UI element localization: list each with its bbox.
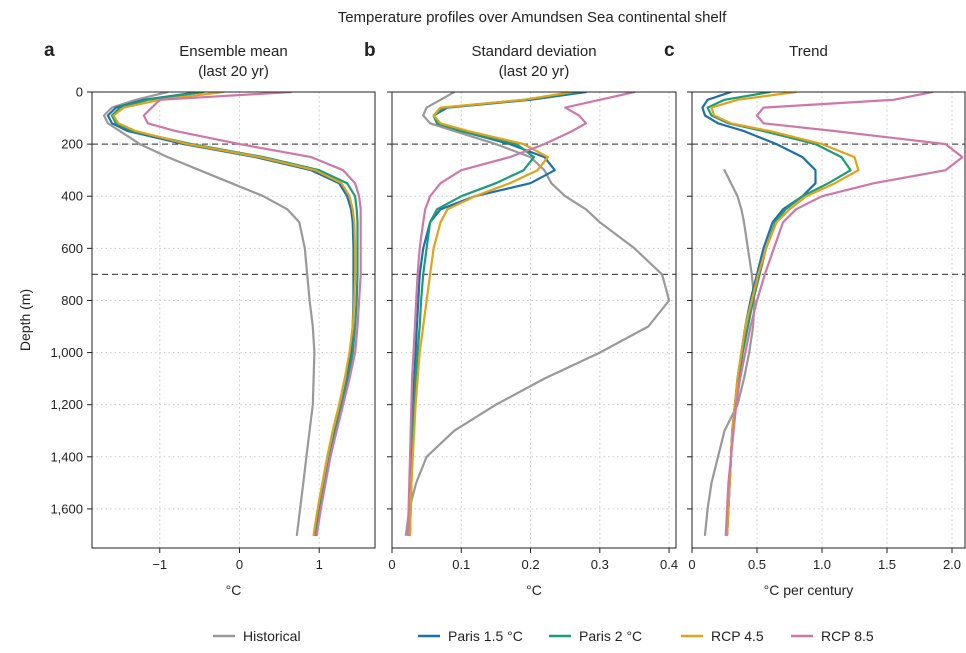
x-tick-label: 1 (316, 557, 323, 572)
legend-item: Paris 1.5 °C (418, 628, 523, 644)
y-tick-label: 600 (61, 241, 83, 256)
series-line-paris-1-5-c (408, 92, 588, 537)
panel-title: Standard deviation (471, 43, 596, 60)
x-tick-label: 1.0 (813, 557, 831, 572)
y-tick-label: 1,400 (50, 449, 83, 464)
legend-label: Historical (243, 628, 301, 644)
x-tick-label: 0.2 (521, 557, 539, 572)
panel-letter: b (364, 40, 376, 61)
x-tick-label: 0.3 (591, 557, 609, 572)
panel-title: Ensemble mean (179, 43, 287, 60)
panel-letter: c (664, 40, 675, 61)
x-tick-label: 0.1 (452, 557, 470, 572)
x-axis-label: °C per century (764, 582, 854, 598)
y-axis-label: Depth (m) (17, 289, 33, 351)
panel-subtitle: (last 20 yr) (499, 63, 570, 80)
x-tick-label: 0.4 (660, 557, 678, 572)
panel-b: 0 0.1 0.2 0.3 0.4 b Standard deviation (last 20… (364, 40, 678, 598)
x-tick-label: −1 (152, 557, 167, 572)
panel-a: −1 0 1 0 200 400 600 800 1,000 1,200 1,400 1,600 a En… (44, 40, 376, 598)
y-tick-label: 1,000 (50, 345, 83, 360)
series-line-paris-2-c (408, 92, 581, 537)
panel-c: 0 0.5 1.0 1.5 2.0 c Trend °C per century (664, 40, 966, 598)
panel-frame (391, 91, 677, 549)
panel-frame (691, 91, 966, 549)
series-line-rcp-4-5 (710, 92, 860, 537)
panel-title: Trend (789, 43, 828, 60)
legend-item: Paris 2 °C (549, 628, 642, 644)
panel-subtitle: (last 20 yr) (198, 63, 269, 80)
panel-letter: a (44, 40, 55, 61)
series-line-historical (703, 169, 756, 537)
y-tick-label: 1,200 (50, 397, 83, 412)
y-tick-label: 200 (61, 137, 83, 152)
legend-label: RCP 8.5 (821, 628, 874, 644)
series-group (404, 92, 671, 537)
panel-frame (91, 91, 376, 549)
legend-label: RCP 4.5 (711, 628, 764, 644)
series-line-historical (102, 92, 316, 537)
x-tick-label: 0 (688, 557, 695, 572)
series-line-rcp-8-5 (724, 92, 964, 537)
y-tick-label: 800 (61, 293, 83, 308)
x-axis-label: °C (526, 582, 542, 598)
y-tick-label: 0 (76, 85, 83, 100)
series-line-historical (404, 92, 671, 537)
series-line-rcp-4-5 (112, 92, 357, 537)
y-tick-label: 400 (61, 189, 83, 204)
x-tick-label: 0 (236, 557, 243, 572)
series-line-rcp-4-5 (408, 92, 574, 537)
legend-label: Paris 2 °C (579, 628, 642, 644)
y-tick-label: 1,600 (50, 501, 83, 516)
x-tick-label: 1.5 (878, 557, 896, 572)
x-tick-label: 0 (388, 557, 395, 572)
x-tick-label: 0.5 (748, 557, 766, 572)
legend-item: RCP 8.5 (791, 628, 874, 644)
x-tick-label: 2.0 (943, 557, 961, 572)
series-line-paris-1-5-c (701, 92, 817, 537)
x-axis-label: °C (226, 582, 242, 598)
series-line-paris-2-c (110, 92, 359, 537)
panels-layer: −1 0 1 0 200 400 600 800 1,000 1,200 1,400 1,600 a En… (44, 40, 966, 598)
figure-title: Temperature profiles over Amundsen Sea c… (338, 9, 727, 26)
series-group (701, 92, 964, 537)
legend-item: Historical (213, 628, 301, 644)
series-line-rcp-8-5 (406, 92, 636, 537)
legend-item: RCP 4.5 (681, 628, 764, 644)
series-line-rcp-8-5 (142, 92, 362, 537)
series-group (102, 92, 362, 537)
legend-label: Paris 1.5 °C (448, 628, 523, 644)
legend: Historical Paris 1.5 °C Paris 2 °C RCP 4.5 R… (213, 628, 874, 644)
